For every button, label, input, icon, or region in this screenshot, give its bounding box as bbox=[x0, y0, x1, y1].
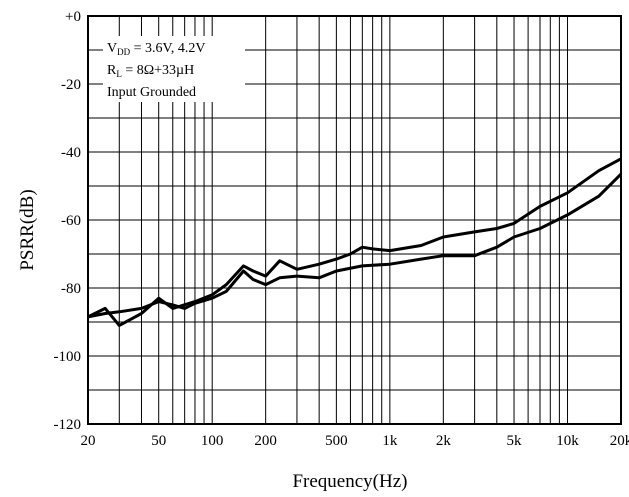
series-line-1 bbox=[87, 157, 622, 327]
x-tick-label: 5k bbox=[507, 433, 523, 449]
x-tick-label: 2k bbox=[436, 433, 452, 449]
y-tick-label: -120 bbox=[54, 417, 82, 433]
x-axis-label: Frequency(Hz) bbox=[292, 471, 407, 492]
y-tick-labels: +0 -20 -40 -60 -80 -100 -120 bbox=[54, 9, 82, 433]
x-tick-labels: 20 50 100 200 500 1k 2k 5k 10k 20k bbox=[81, 433, 629, 449]
y-tick-label: -80 bbox=[61, 281, 81, 297]
x-tick-label: 200 bbox=[254, 433, 277, 449]
series-line-2 bbox=[87, 173, 623, 319]
x-tick-label: 20 bbox=[81, 433, 96, 449]
y-tick-label: -60 bbox=[61, 213, 81, 229]
x-tick-label: 50 bbox=[151, 433, 166, 449]
data-lines bbox=[87, 157, 623, 327]
y-tick-label: -40 bbox=[61, 145, 81, 161]
x-tick-label: 20k bbox=[610, 433, 629, 449]
annotation-background bbox=[103, 36, 245, 102]
y-tick-label: +0 bbox=[65, 9, 81, 25]
annotation-box: VDD = 3.6V, 4.2V RL = 8Ω+33µH Input Grou… bbox=[103, 36, 245, 102]
x-tick-label: 100 bbox=[201, 433, 224, 449]
x-tick-label: 1k bbox=[382, 433, 398, 449]
y-tick-label: -20 bbox=[61, 77, 81, 93]
annotation-line-rl: RL = 8Ω+33µH bbox=[107, 63, 194, 79]
y-tick-label: -100 bbox=[54, 349, 82, 365]
annotation-line-input: Input Grounded bbox=[107, 85, 196, 100]
x-tick-label: 10k bbox=[556, 433, 579, 449]
plot-frame bbox=[87, 15, 622, 425]
y-axis-label: PSRR(dB) bbox=[17, 189, 38, 270]
x-tick-label: 500 bbox=[325, 433, 348, 449]
annotation-line-vdd: VDD = 3.6V, 4.2V bbox=[107, 41, 205, 57]
